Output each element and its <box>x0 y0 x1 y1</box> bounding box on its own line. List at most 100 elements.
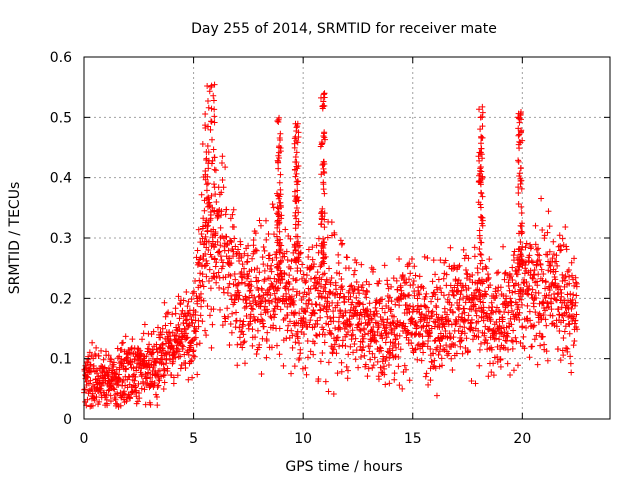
data-point <box>227 215 234 222</box>
data-point <box>529 343 536 350</box>
data-point <box>317 358 324 365</box>
data-point <box>292 209 299 216</box>
data-point <box>303 272 310 279</box>
data-point <box>172 354 179 361</box>
data-point <box>535 245 542 252</box>
y-tick-label: 0.6 <box>50 50 72 66</box>
data-point <box>128 389 135 396</box>
data-point <box>153 394 160 401</box>
data-point <box>419 333 426 340</box>
data-point <box>477 213 484 220</box>
data-point <box>542 307 549 314</box>
data-point <box>227 238 234 245</box>
data-point <box>403 366 410 373</box>
data-point <box>563 309 570 316</box>
data-point <box>209 157 216 164</box>
data-point <box>111 386 118 393</box>
data-point <box>236 334 243 341</box>
data-point <box>105 352 112 359</box>
data-point <box>565 320 572 327</box>
data-point <box>264 308 271 315</box>
data-point <box>167 320 174 327</box>
data-point <box>381 262 388 269</box>
data-point <box>247 311 254 318</box>
data-point <box>188 338 195 345</box>
data-point <box>559 277 566 284</box>
data-point <box>255 293 262 300</box>
data-point <box>294 240 301 247</box>
data-point <box>339 337 346 344</box>
data-point <box>480 317 487 324</box>
data-point <box>240 331 247 338</box>
data-point <box>443 342 450 349</box>
data-point <box>311 340 318 347</box>
data-point <box>451 292 458 299</box>
data-point <box>321 224 328 231</box>
data-point <box>476 245 483 252</box>
data-point <box>149 346 156 353</box>
data-point <box>136 389 143 396</box>
data-point <box>536 330 543 337</box>
data-point <box>526 282 533 289</box>
data-point <box>477 298 484 305</box>
data-point <box>369 350 376 357</box>
data-point <box>552 268 559 275</box>
chart-title: Day 255 of 2014, SRMTID for receiver mat… <box>191 21 497 37</box>
data-point <box>218 189 225 196</box>
data-point <box>526 308 533 315</box>
data-point <box>488 299 495 306</box>
data-point <box>355 299 362 306</box>
data-point <box>156 377 163 384</box>
data-point <box>91 397 98 404</box>
data-point <box>439 362 446 369</box>
data-point <box>433 311 440 318</box>
data-point <box>477 340 484 347</box>
data-point <box>364 373 371 380</box>
data-point <box>516 264 523 271</box>
data-point <box>154 324 161 331</box>
data-point <box>235 289 242 296</box>
data-point <box>201 207 208 214</box>
data-point <box>495 308 502 315</box>
data-point <box>320 91 327 98</box>
data-point <box>323 276 330 283</box>
data-point <box>329 299 336 306</box>
data-point <box>538 195 545 202</box>
data-point <box>477 163 484 170</box>
data-point <box>446 330 453 337</box>
data-point <box>170 374 177 381</box>
data-point <box>292 309 299 316</box>
data-point <box>202 176 209 183</box>
data-point <box>413 323 420 330</box>
data-point <box>239 328 246 335</box>
data-point <box>542 316 549 323</box>
data-point <box>113 400 120 407</box>
data-point <box>533 294 540 301</box>
data-point <box>555 306 562 313</box>
data-point <box>442 257 449 264</box>
data-point <box>268 268 275 275</box>
data-point <box>530 303 537 310</box>
data-point <box>554 262 561 269</box>
data-point <box>508 321 515 328</box>
data-point <box>422 293 429 300</box>
data-point <box>208 83 215 90</box>
data-point <box>241 304 248 311</box>
data-point <box>210 97 217 104</box>
data-point <box>228 260 235 267</box>
data-point <box>496 336 503 343</box>
data-point <box>203 257 210 264</box>
data-point <box>172 310 179 317</box>
data-point <box>510 367 517 374</box>
data-point <box>450 334 457 341</box>
data-point <box>559 271 566 278</box>
data-point <box>357 327 364 334</box>
data-point <box>304 354 311 361</box>
data-point <box>460 246 467 253</box>
data-point <box>504 360 511 367</box>
data-point <box>248 302 255 309</box>
data-point <box>180 343 187 350</box>
data-point <box>477 250 484 257</box>
data-point <box>240 318 247 325</box>
data-point <box>288 293 295 300</box>
